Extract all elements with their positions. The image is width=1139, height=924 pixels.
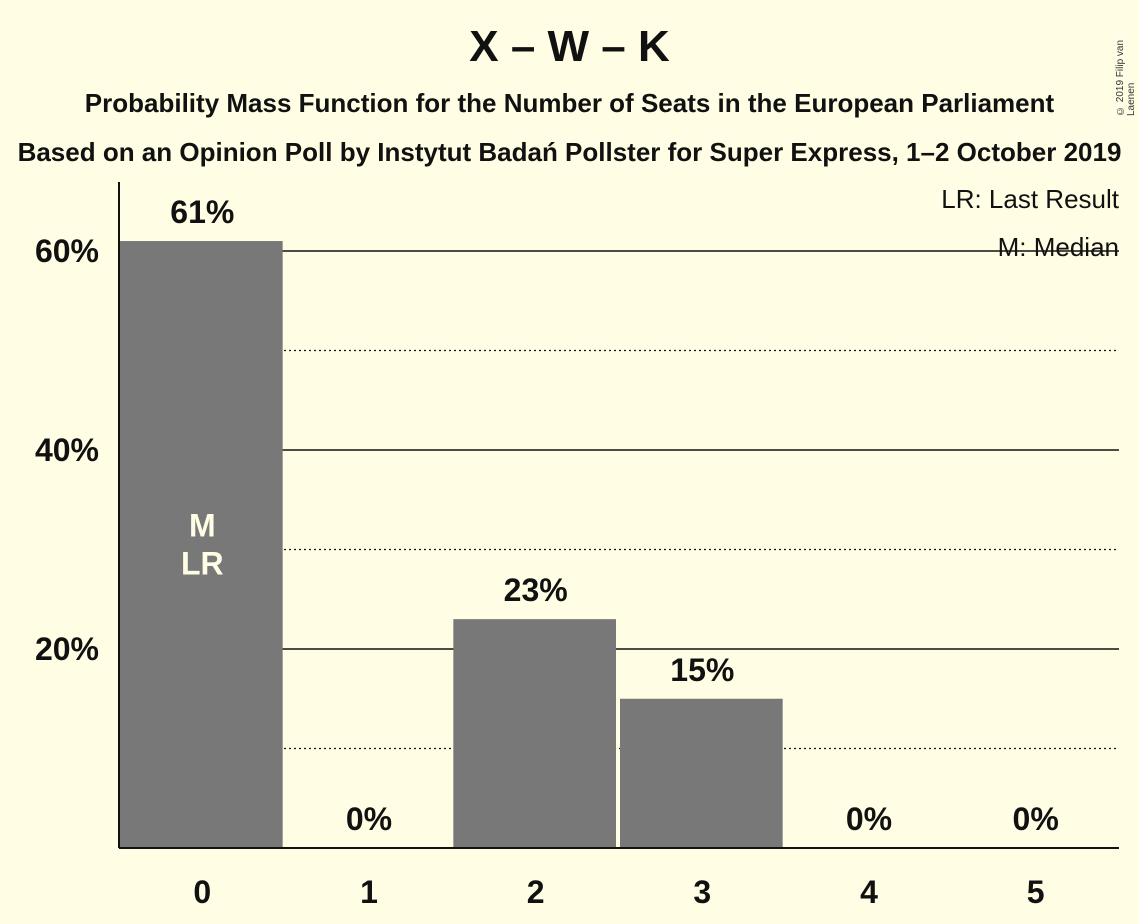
x-tick-label: 3 bbox=[693, 874, 711, 910]
chart-source: Based on an Opinion Poll by Instytut Bad… bbox=[17, 137, 1122, 167]
legend-last-result: LR: Last Result bbox=[941, 184, 1119, 214]
bar-marker-lr: LR bbox=[181, 546, 224, 582]
bar-marker-m: M bbox=[189, 508, 216, 544]
data-label: 23% bbox=[504, 572, 568, 608]
data-label: 61% bbox=[170, 194, 234, 230]
y-tick-label: 60% bbox=[35, 233, 99, 269]
x-tick-label: 4 bbox=[860, 874, 878, 910]
data-label: 0% bbox=[1013, 801, 1059, 837]
bar-2 bbox=[453, 619, 616, 848]
y-tick-label: 40% bbox=[35, 432, 99, 468]
bar-0 bbox=[120, 241, 283, 849]
chart-subtitle: Probability Mass Function for the Number… bbox=[84, 88, 1055, 118]
data-label: 0% bbox=[846, 801, 892, 837]
x-tick-label: 0 bbox=[193, 874, 211, 910]
data-label: 15% bbox=[670, 652, 734, 688]
x-tick-label: 2 bbox=[527, 874, 545, 910]
chart-title: X – W – K bbox=[469, 22, 670, 71]
data-label: 0% bbox=[346, 801, 392, 837]
legend-median: M: Median bbox=[997, 232, 1119, 262]
x-tick-label: 5 bbox=[1027, 874, 1045, 910]
x-tick-label: 1 bbox=[360, 874, 378, 910]
y-tick-label: 20% bbox=[35, 631, 99, 667]
bar-3 bbox=[620, 698, 783, 848]
